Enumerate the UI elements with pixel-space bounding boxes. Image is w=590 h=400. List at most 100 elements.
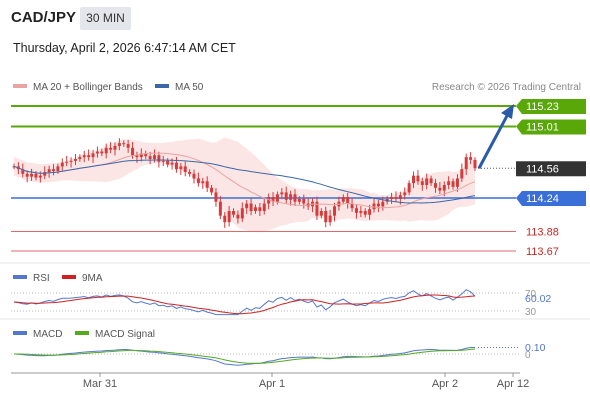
- legend-swatch-macd: [13, 331, 27, 335]
- candle-body: [34, 173, 38, 178]
- candle-body: [359, 211, 363, 213]
- rsi-level-30-label: 30: [525, 307, 537, 318]
- candle-body: [333, 206, 337, 216]
- candle-body: [210, 187, 214, 193]
- candle-body: [232, 211, 236, 215]
- candle-body: [148, 156, 152, 159]
- candle-body: [109, 147, 113, 150]
- candle-body: [447, 181, 451, 185]
- candle-body: [152, 155, 156, 159]
- candle-body: [420, 181, 424, 185]
- forecast-arrow: [477, 113, 510, 169]
- legend-ma20-label: MA 20 + Bollinger Bands: [33, 82, 143, 93]
- last-price-tag: [516, 161, 586, 177]
- candle-body: [170, 162, 174, 165]
- candle-body: [324, 211, 328, 223]
- candle-body: [52, 169, 56, 172]
- legend-ma50-label: MA 50: [175, 82, 204, 93]
- candle-body: [139, 153, 143, 158]
- candle-body: [398, 195, 402, 199]
- rsi-level-70-label: 70: [525, 289, 537, 300]
- candle-body: [442, 184, 446, 191]
- candle-body: [416, 175, 420, 182]
- candle-body: [183, 166, 187, 172]
- candle-body: [223, 215, 227, 223]
- candle-body: [319, 211, 323, 216]
- candle-body: [104, 147, 108, 154]
- candle-body: [245, 203, 249, 209]
- x-tick-label: Apr 12: [497, 378, 529, 390]
- candle-body: [201, 181, 205, 184]
- timeframe-button[interactable]: 30 MIN: [80, 7, 131, 30]
- candle-body: [87, 155, 91, 158]
- candle-body: [275, 194, 279, 202]
- candle-body: [372, 203, 376, 210]
- candle-body: [166, 160, 170, 165]
- legend-rsi-ma-label: 9MA: [82, 273, 103, 284]
- candle-body: [65, 161, 69, 163]
- candle-body: [302, 198, 306, 204]
- candle-body: [126, 144, 130, 148]
- candle-body: [100, 151, 104, 154]
- candle-body: [381, 201, 385, 207]
- candle-body: [390, 197, 394, 199]
- candle-body: [469, 157, 473, 160]
- candle-body: [451, 181, 455, 187]
- candle-body: [354, 208, 358, 213]
- ma50-line: [13, 159, 476, 204]
- level-tag-115.01: [516, 119, 586, 135]
- level-tag-115.23: [516, 99, 586, 114]
- candle-body: [271, 197, 275, 202]
- candle-body: [394, 197, 398, 199]
- candle-body: [328, 215, 332, 223]
- candle-body: [297, 198, 301, 202]
- candle-body: [56, 166, 60, 172]
- candle-body: [95, 151, 99, 154]
- candle-body: [117, 143, 121, 146]
- candle-body: [433, 183, 437, 188]
- legend-swatch-rsi-ma: [62, 275, 76, 279]
- rsi-ma-line: [13, 294, 476, 315]
- candle-body: [346, 197, 350, 204]
- candle-body: [403, 192, 407, 196]
- candle-body: [157, 155, 161, 162]
- candle-body: [60, 162, 64, 167]
- candle-body: [376, 203, 380, 207]
- candle-body: [368, 209, 372, 215]
- macd-line: [13, 347, 475, 366]
- candle-body: [460, 169, 464, 179]
- legend-swatch-ma20: [13, 84, 27, 88]
- x-tick-label: Mar 31: [83, 378, 117, 390]
- candle-body: [218, 201, 222, 216]
- level-label-113.88: 113.88: [526, 226, 559, 238]
- candle-body: [188, 171, 192, 174]
- candle-body: [289, 194, 293, 200]
- candle-body: [227, 211, 231, 223]
- candle-body: [429, 178, 433, 184]
- candle-body: [284, 192, 288, 200]
- macd-zero-label: 0: [525, 350, 531, 361]
- candle-body: [473, 159, 477, 169]
- rsi-line: [13, 289, 476, 316]
- rsi-value-label: 60.02: [525, 293, 551, 305]
- candle-body: [293, 194, 297, 202]
- legend-swatch-ma50: [155, 84, 169, 88]
- candle-body: [78, 157, 82, 159]
- datetime-label: Thursday, April 2, 2026 6:47:14 AM CET: [13, 41, 236, 55]
- candle-body: [280, 192, 284, 195]
- candle-body: [258, 207, 262, 212]
- candle-body: [267, 197, 271, 204]
- candle-body: [161, 160, 165, 162]
- candle-body: [407, 183, 411, 193]
- candle-body: [192, 173, 196, 179]
- candle-body: [113, 145, 117, 150]
- credit-label: Research © 2026 Trading Central: [432, 82, 581, 93]
- legend-rsi-label: RSI: [33, 273, 50, 284]
- forecast-arrow-head: [501, 104, 514, 119]
- candle-body: [412, 175, 416, 184]
- candle-body: [253, 207, 257, 212]
- candle-body: [315, 201, 319, 216]
- candle-body: [214, 192, 218, 202]
- x-tick-label: Apr 2: [432, 378, 458, 390]
